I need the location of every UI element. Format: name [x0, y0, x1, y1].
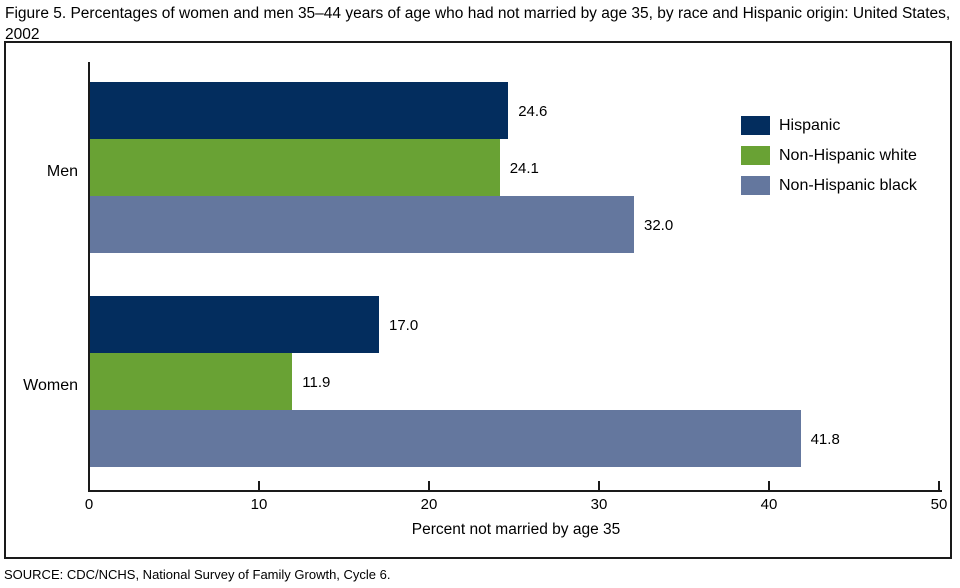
x-axis-tick-label-20: 20 [420, 496, 438, 513]
x-axis-tick-30 [598, 481, 600, 490]
legend-label: Hispanic [779, 116, 841, 134]
legend-label: Non-Hispanic black [779, 176, 917, 194]
figure-title: Figure 5. Percentages of women and men 3… [5, 5, 951, 43]
category-label-men: Men [46, 162, 78, 180]
legend-swatch-non-hispanic-black [741, 176, 770, 195]
x-axis-line [88, 490, 942, 492]
chart-frame: 24.6 24.1 32.0 Men 17.0 11.9 41.8 Women 0 10 20 30 4… [4, 41, 952, 559]
value-label-women-non-hispanic-white: 11.9 [302, 373, 331, 391]
category-label-women: Women [23, 376, 78, 394]
x-axis-tick-label-10: 10 [250, 496, 268, 513]
legend-label: Non-Hispanic white [779, 146, 917, 164]
legend: Hispanic Non-Hispanic white Non-Hispanic… [741, 116, 917, 195]
x-axis-tick-40 [768, 481, 770, 490]
bar-women-hispanic [90, 296, 379, 353]
x-axis-tick-10 [258, 481, 260, 490]
x-axis-tick-label-40: 40 [760, 496, 778, 513]
bar-women-non-hispanic-black [90, 410, 801, 467]
value-label-men-hispanic: 24.6 [518, 102, 548, 120]
bar-men-non-hispanic-black [90, 196, 634, 253]
x-axis-tick-label-30: 30 [590, 496, 608, 513]
legend-item-hispanic: Hispanic [741, 116, 917, 135]
value-label-women-hispanic: 17.0 [389, 316, 419, 334]
value-label-men-non-hispanic-white: 24.1 [509, 159, 539, 177]
x-axis-tick-label-50: 50 [930, 496, 948, 513]
value-label-women-non-hispanic-black: 41.8 [810, 430, 840, 448]
x-axis-tick-label-0: 0 [84, 496, 94, 513]
value-label-men-non-hispanic-black: 32.0 [644, 216, 674, 234]
x-axis-tick-20 [428, 481, 430, 490]
y-axis-line [88, 62, 90, 490]
x-axis-title: Percent not married by age 35 [411, 521, 621, 538]
x-axis-tick-50 [938, 481, 940, 490]
bar-women-non-hispanic-white [90, 353, 293, 410]
source-note: SOURCE: CDC/NCHS, National Survey of Fam… [4, 567, 391, 582]
bar-men-non-hispanic-white [90, 139, 500, 196]
legend-item-non-hispanic-black: Non-Hispanic black [741, 176, 917, 195]
legend-swatch-hispanic [741, 116, 770, 135]
legend-item-non-hispanic-white: Non-Hispanic white [741, 146, 917, 165]
bar-men-hispanic [90, 82, 509, 139]
legend-swatch-non-hispanic-white [741, 146, 770, 165]
